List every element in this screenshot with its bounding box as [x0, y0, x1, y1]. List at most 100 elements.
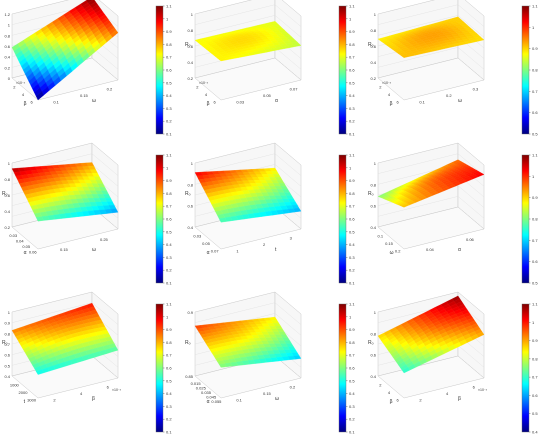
- z-tick-label: 0.8: [4, 331, 10, 336]
- colorbar-gradient: [155, 303, 164, 433]
- surface-r2c3: [377, 159, 485, 208]
- z-tick-label: 0.9: [187, 310, 193, 315]
- grid-line: [377, 153, 459, 174]
- z-tick-label: 0.6: [4, 44, 10, 49]
- colorbar-tick-label: 0.4: [166, 391, 172, 396]
- colorbar-tick-label: 0.6: [532, 110, 538, 115]
- panel-r1c2: 0.2 0.4 0.6 0.8 1 Rₒ 2 4 6 ×10⁻³ β 0.03 0.05 0.07 α 0.1…: [185, 0, 355, 137]
- x-tick-label: 0.045: [206, 394, 217, 399]
- x-tick-label: 6: [397, 99, 400, 104]
- grid-line: [194, 153, 276, 174]
- colorbar-tick-label: 0.6: [349, 68, 355, 73]
- colorbar-tick-label: 0.6: [166, 217, 172, 222]
- surface-patch: [218, 58, 228, 62]
- grid-line: [274, 4, 302, 27]
- grid-line: [274, 313, 302, 336]
- colorbar-tick-label: 1: [532, 174, 535, 179]
- y-axis: 0.1 0.15 0.2 ω: [236, 384, 296, 402]
- colorbar-tick-label: 0.8: [532, 217, 538, 222]
- colorbar-tick-label: 0.7: [166, 353, 172, 358]
- x-tick-label: 0.03: [9, 233, 18, 238]
- y-axis: 0.03 0.05 0.07 α: [236, 86, 298, 104]
- x-tick-label: 3000: [27, 397, 37, 402]
- grid-line: [377, 196, 459, 217]
- x-axis: 0.10.150.2ω: [378, 234, 402, 257]
- colorbar-tick-label: 0.8: [166, 340, 172, 345]
- grid-line: [274, 15, 302, 38]
- z-tick-label: 0.4: [187, 60, 193, 65]
- x-tick-label: 0.035: [201, 390, 212, 395]
- x-axis-label: β: [207, 101, 210, 107]
- x-tick-label: 0.025: [196, 386, 207, 391]
- x-axis-label: α: [207, 399, 210, 405]
- colorbar-gradient: [338, 5, 347, 135]
- z-axis: 0.4 0.6 0.8 1 Rₒ: [185, 161, 194, 230]
- y-axis-label: ω: [92, 98, 96, 104]
- colorbar-r3c2: 0.1 0.2 0.3 0.4 0.5 0.6 0.7 0.8 0.9 1 1.1: [338, 302, 355, 435]
- colorbar-tick-label: 0.5: [349, 378, 355, 383]
- grid-line: [377, 4, 459, 25]
- y-multiplier: ×10⁻³: [478, 388, 488, 392]
- colorbar-tick-label: 0.5: [349, 229, 355, 234]
- surface-patch: [218, 363, 227, 368]
- colorbar-tick-label: 0.5: [532, 281, 538, 286]
- x-tick-label: 6: [397, 397, 400, 402]
- colorbar-tick-label: 0.7: [166, 204, 172, 209]
- colorbar-tick-label: 1.1: [349, 302, 355, 307]
- colorbar-tick-label: 0.9: [349, 178, 355, 183]
- z-axis-label: Rₒ: [368, 42, 374, 48]
- colorbar-gradient: [155, 154, 164, 284]
- z-tick-label: 0.7: [4, 342, 10, 347]
- x-axis-label: β: [390, 399, 393, 405]
- y-axis-label: ω: [458, 98, 462, 104]
- colorbar-tick-label: 1.1: [532, 4, 538, 9]
- floor: [377, 206, 485, 250]
- z-axis-label: Rₒ: [368, 191, 374, 197]
- colorbar-tick-label: 0.2: [349, 119, 355, 124]
- colorbar-tick-label: 0.3: [166, 404, 172, 409]
- z-tick-label: 0.8: [4, 33, 10, 38]
- grid-line: [11, 302, 93, 323]
- surface-patch: [35, 216, 44, 222]
- grid-line: [194, 302, 276, 323]
- grid-line: [274, 164, 302, 187]
- colorbar-tick-label: 1: [349, 165, 352, 170]
- colorbar-tick-label: 1: [349, 314, 352, 319]
- y-tick-label: 0.03: [236, 100, 245, 105]
- y-multiplier: ×10⁻³: [112, 388, 122, 392]
- colorbar-tick-label: 0.8: [349, 340, 355, 345]
- z-tick-label: 0.2: [4, 65, 10, 70]
- surface-r1c3: [377, 16, 485, 58]
- z-axis: 0.2 0.4 0.6 0.8 1 Rₒ: [368, 12, 377, 81]
- x-multiplier: ×10⁻³: [16, 81, 26, 85]
- colorbar-tick-label: 0.8: [532, 68, 538, 73]
- z-axis-label: Rₒ: [368, 340, 374, 346]
- colorbar-tick-label: 0.4: [349, 93, 355, 98]
- x-tick-label: 2: [379, 85, 382, 90]
- colorbar-tick-label: 1: [532, 320, 535, 325]
- surface-patch: [35, 91, 44, 101]
- x-tick-label: 0.04: [16, 238, 25, 243]
- x-tick-label: 6: [31, 99, 34, 104]
- grid-line: [274, 47, 302, 70]
- z-tick-label: 0.9: [4, 321, 10, 326]
- surface-r2c2: [194, 167, 302, 223]
- z-tick-label: 0.6: [4, 193, 10, 198]
- y-tick-label: 4: [80, 391, 83, 396]
- x-tick-label: 0.07: [211, 248, 220, 253]
- y-tick-label: 0.2: [446, 93, 452, 98]
- colorbar-tick-label: 0.7: [349, 353, 355, 358]
- z-tick-label: 1: [8, 310, 11, 315]
- y-tick-label: 0.05: [263, 93, 272, 98]
- grid-line: [194, 4, 276, 25]
- z-axis: 0.4 0.6 0.8 1 Rₒ: [368, 310, 377, 379]
- x-multiplier: ×10⁻³: [382, 81, 392, 85]
- colorbar-tick-label: 1: [532, 25, 535, 30]
- colorbar-tick-label: 0.6: [166, 366, 172, 371]
- x-tick-label: 4: [388, 390, 391, 395]
- colorbar-tick-label: 0.5: [166, 229, 172, 234]
- grid-line: [457, 185, 485, 208]
- y-tick-label: 0.15: [60, 247, 69, 252]
